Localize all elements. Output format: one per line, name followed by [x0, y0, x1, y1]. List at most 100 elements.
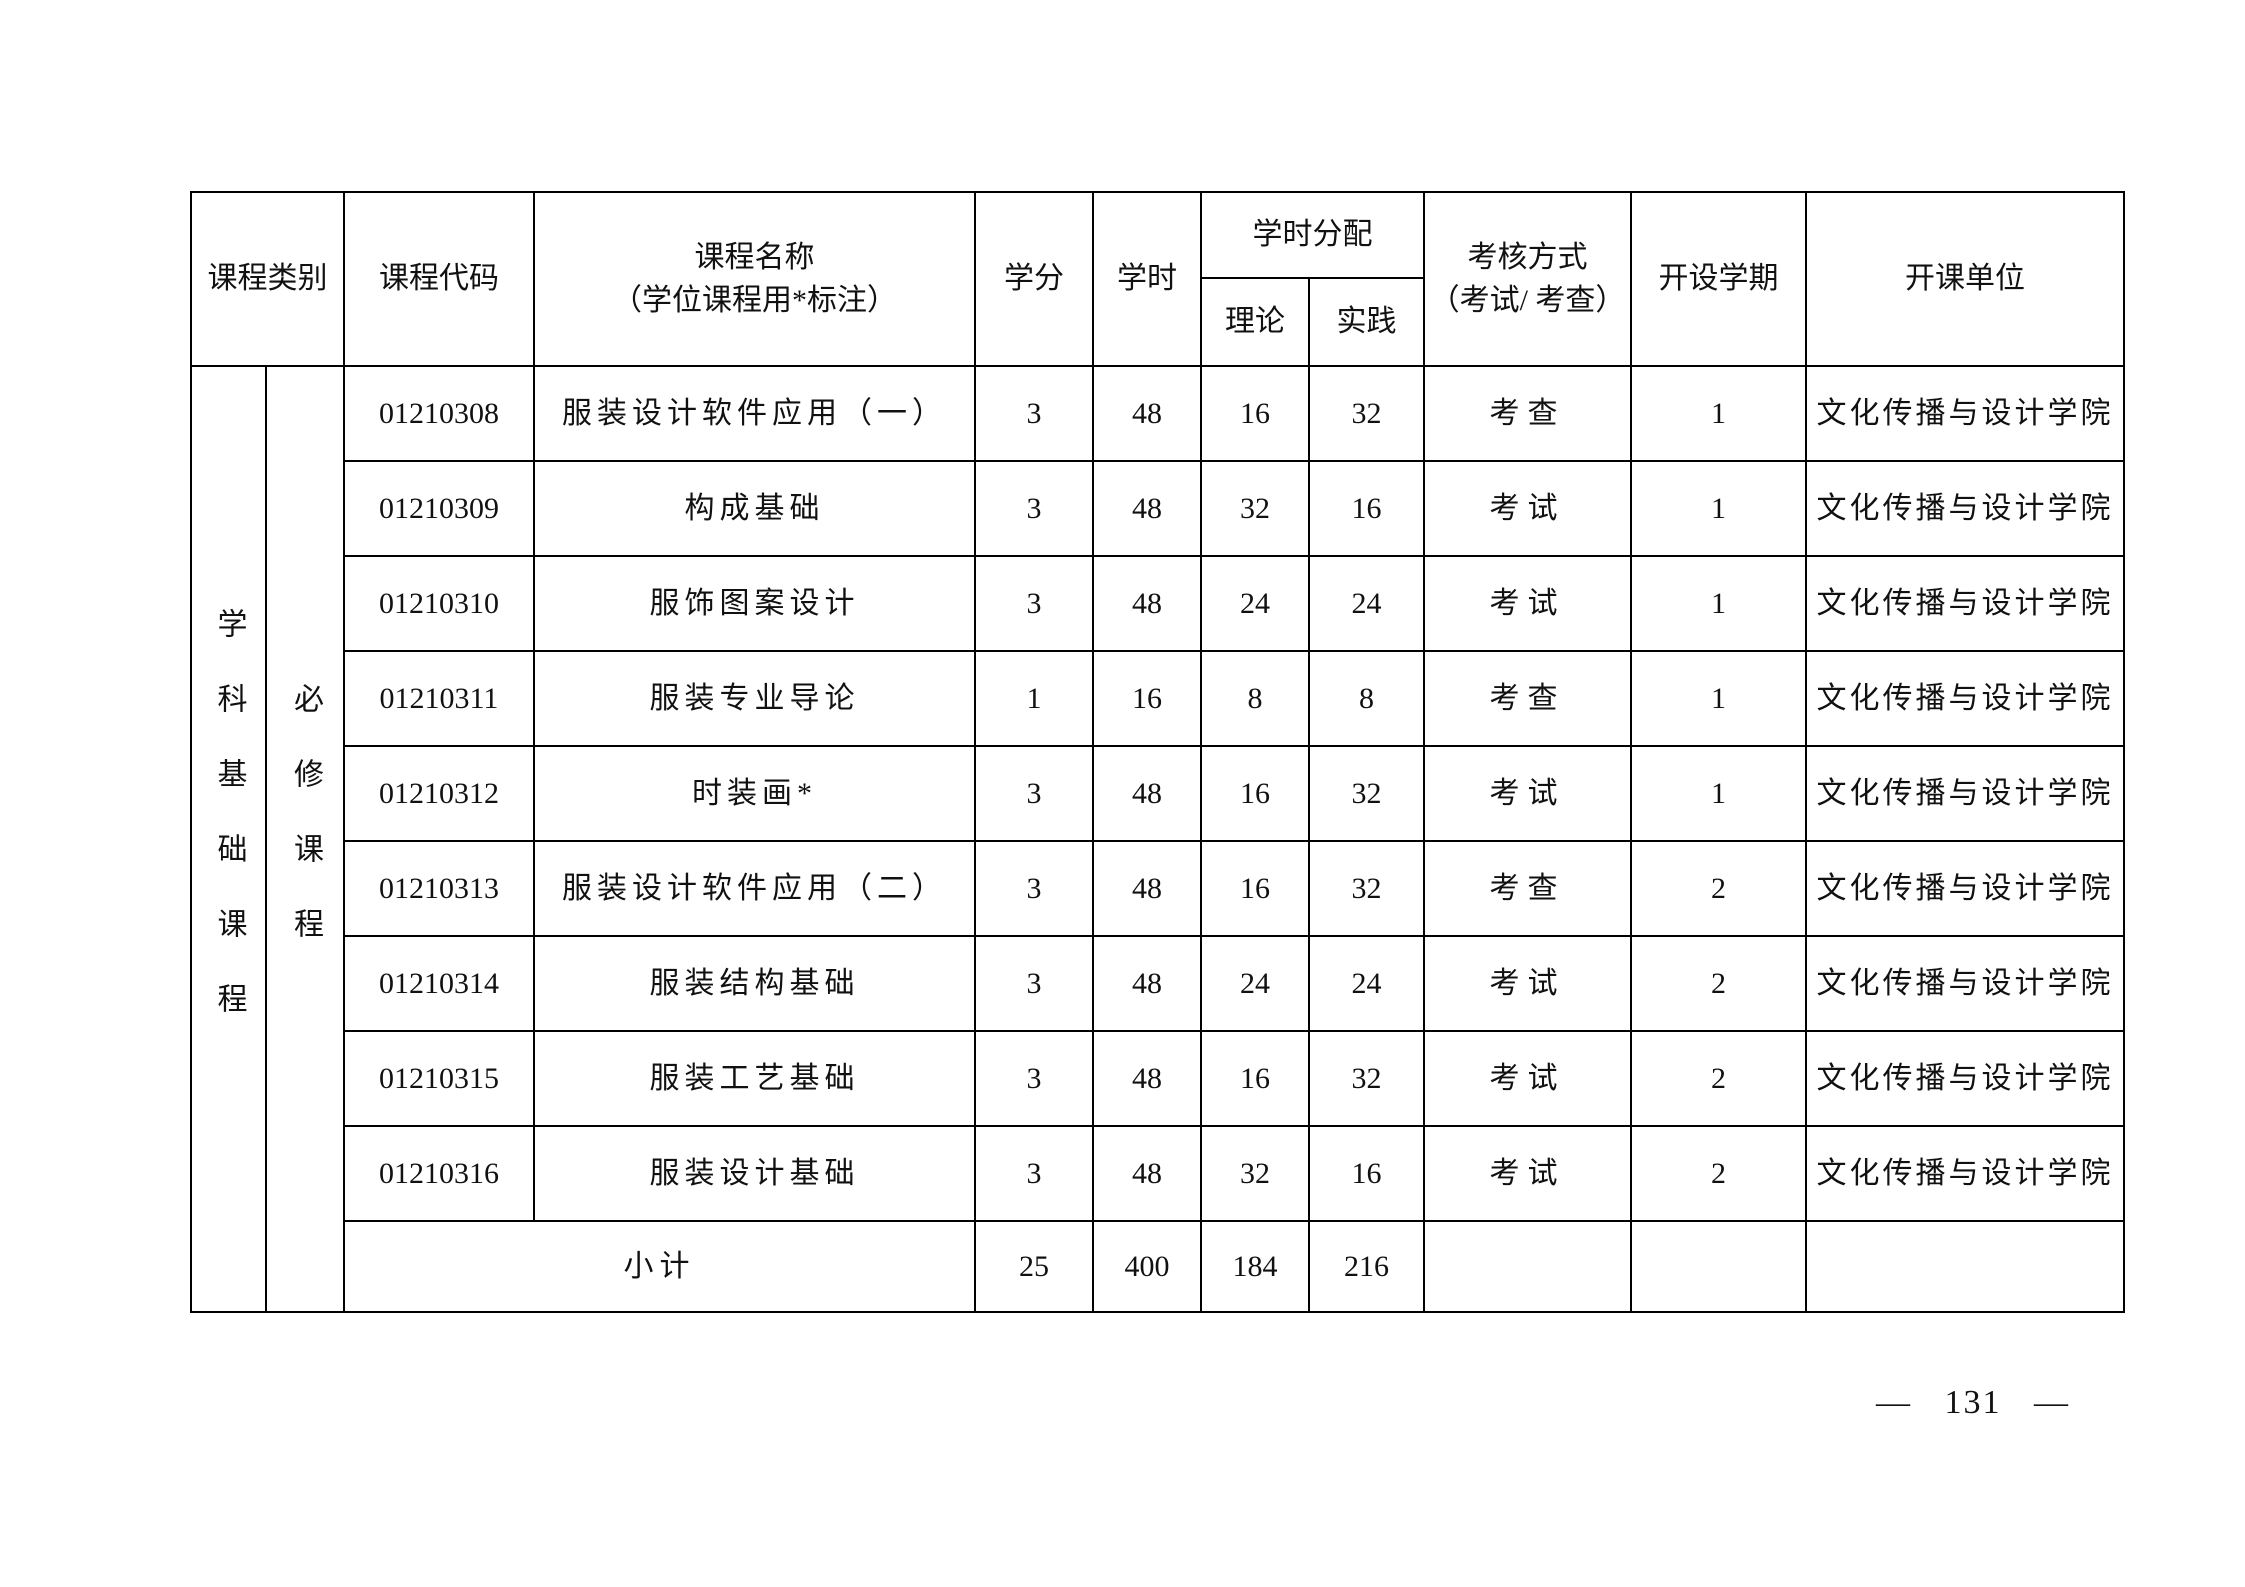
cell-semester: 2 [1630, 840, 1807, 937]
cell-assessment: 考试 [1423, 555, 1632, 652]
cell-theory: 16 [1200, 365, 1310, 462]
header-assessment-line1: 考核方式 [1467, 240, 1588, 274]
cell-unit: 文化传播与设计学院 [1805, 1030, 2125, 1127]
header-assessment: 考核方式 （考试/ 考查） [1423, 191, 1632, 367]
cell-course-name: 服装设计软件应用（二） [533, 840, 976, 937]
cell-course-name: 服饰图案设计 [533, 555, 976, 652]
cell-credits: 3 [974, 1030, 1094, 1127]
cell-practice: 16 [1308, 460, 1425, 557]
cell-course-code: 01210314 [343, 935, 535, 1032]
table-row: 01210316 服装设计基础 3 48 32 16 考试 2 文化传播与设计学… [191, 1125, 2125, 1222]
header-course-code: 课程代码 [343, 191, 535, 367]
header-course-category: 课程类别 [190, 191, 345, 367]
table-row: 01210312 时装画* 3 48 16 32 考试 1 文化传播与设计学院 [191, 745, 2125, 842]
cell-credits: 3 [974, 460, 1094, 557]
cell-course-name: 服装结构基础 [533, 935, 976, 1032]
cell-credits: 3 [974, 555, 1094, 652]
cell-course-code: 01210315 [343, 1030, 535, 1127]
header-course-name: 课程名称 （学位课程用*标注） [533, 191, 976, 367]
table-row: 学科基础课程 必修课程 01210308 服装设计软件应用（一） 3 48 16… [190, 365, 2125, 1313]
cell-course-name: 服装设计基础 [533, 1125, 976, 1222]
cell-practice: 32 [1308, 1030, 1425, 1127]
cell-practice: 32 [1308, 365, 1425, 462]
cell-semester: 2 [1630, 1030, 1807, 1127]
cell-credits: 3 [974, 1125, 1094, 1222]
table-row: 01210314 服装结构基础 3 48 24 24 考试 2 文化传播与设计学… [191, 935, 2125, 1032]
cell-assessment: 考试 [1423, 1030, 1632, 1127]
table-row: 01210313 服装设计软件应用（二） 3 48 16 32 考查 2 文化传… [191, 840, 2125, 937]
cell-theory: 16 [1200, 745, 1310, 842]
cell-semester: 1 [1630, 460, 1807, 557]
cell-semester: 2 [1630, 935, 1807, 1032]
cell-credits: 3 [974, 935, 1094, 1032]
header-assessment-line2: （考试/ 考查） [1429, 284, 1626, 317]
cell-course-code: 01210310 [343, 555, 535, 652]
cell-course-name: 服装工艺基础 [533, 1030, 976, 1127]
cell-course-code: 01210312 [343, 745, 535, 842]
cell-practice: 24 [1308, 935, 1425, 1032]
cell-assessment: 考试 [1423, 745, 1632, 842]
header-course-name-line2: （学位课程用*标注） [612, 284, 897, 317]
cell-theory: 32 [1200, 460, 1310, 557]
cell-assessment: 考试 [1423, 935, 1632, 1032]
cell-course-name: 服装设计软件应用（一） [533, 365, 976, 462]
cell-theory: 24 [1200, 935, 1310, 1032]
cell-credits: 1 [974, 650, 1094, 747]
subtotal-label: 小计 [343, 1220, 976, 1313]
cell-practice: 8 [1308, 650, 1425, 747]
cell-credits: 3 [974, 365, 1094, 462]
cell-assessment: 考查 [1423, 650, 1632, 747]
cell-semester: 2 [1630, 1125, 1807, 1222]
cell-course-name: 时装画* [533, 745, 976, 842]
category-main-label: 学科基础课程 [212, 607, 246, 1058]
cell-course-code: 01210308 [343, 365, 535, 462]
subtotal-assessment-empty [1423, 1220, 1632, 1313]
cell-hours: 48 [1092, 460, 1202, 557]
cell-unit: 文化传播与设计学院 [1805, 460, 2125, 557]
cell-assessment: 考查 [1423, 365, 1632, 462]
cell-assessment: 考试 [1423, 1125, 1632, 1222]
cell-hours: 48 [1092, 745, 1202, 842]
cell-hours: 48 [1092, 365, 1202, 462]
cell-semester: 1 [1630, 555, 1807, 652]
cell-theory: 8 [1200, 650, 1310, 747]
header-practice: 实践 [1308, 277, 1425, 367]
cell-unit: 文化传播与设计学院 [1805, 650, 2125, 747]
cell-unit: 文化传播与设计学院 [1805, 840, 2125, 937]
header-unit: 开课单位 [1805, 191, 2125, 367]
cell-credits: 3 [974, 840, 1094, 937]
cell-unit: 文化传播与设计学院 [1805, 1125, 2125, 1222]
table-row: 01210310 服饰图案设计 3 48 24 24 考试 1 文化传播与设计学… [191, 555, 2125, 652]
cell-semester: 1 [1630, 745, 1807, 842]
cell-practice: 16 [1308, 1125, 1425, 1222]
subtotal-row: 小计 25 400 184 216 [191, 1220, 2125, 1313]
subtotal-semester-empty [1630, 1220, 1807, 1313]
header-hours: 学时 [1092, 191, 1202, 367]
header-credits: 学分 [974, 191, 1094, 367]
cell-course-code: 01210313 [343, 840, 535, 937]
table-row: 01210311 服装专业导论 1 16 8 8 考查 1 文化传播与设计学院 [191, 650, 2125, 747]
cell-semester: 1 [1630, 365, 1807, 462]
cell-practice: 32 [1308, 840, 1425, 937]
cell-practice: 32 [1308, 745, 1425, 842]
table-row: 01210309 构成基础 3 48 32 16 考试 1 文化传播与设计学院 [191, 460, 2125, 557]
page-number: — 131 — [1876, 1384, 2070, 1421]
cell-assessment: 考试 [1423, 460, 1632, 557]
table-row: 01210315 服装工艺基础 3 48 16 32 考试 2 文化传播与设计学… [191, 1030, 2125, 1127]
curriculum-table: 课程类别 课程代码 课程名称 （学位课程用*标注） 学分 学时 学时分配 考核方… [190, 191, 2125, 1313]
cell-theory: 24 [1200, 555, 1310, 652]
subtotal-hours: 400 [1092, 1220, 1202, 1313]
subtotal-theory: 184 [1200, 1220, 1310, 1313]
category-sub-label: 必修课程 [289, 682, 322, 983]
cell-hours: 48 [1092, 840, 1202, 937]
cell-unit: 文化传播与设计学院 [1805, 745, 2125, 842]
cell-hours: 16 [1092, 650, 1202, 747]
subtotal-credits: 25 [974, 1220, 1094, 1313]
category-sub-cell: 必修课程 [265, 365, 345, 1313]
header-theory: 理论 [1200, 277, 1310, 367]
cell-theory: 16 [1200, 1030, 1310, 1127]
header-hours-allocation: 学时分配 [1200, 191, 1425, 279]
header-semester: 开设学期 [1630, 191, 1807, 367]
cell-unit: 文化传播与设计学院 [1805, 935, 2125, 1032]
